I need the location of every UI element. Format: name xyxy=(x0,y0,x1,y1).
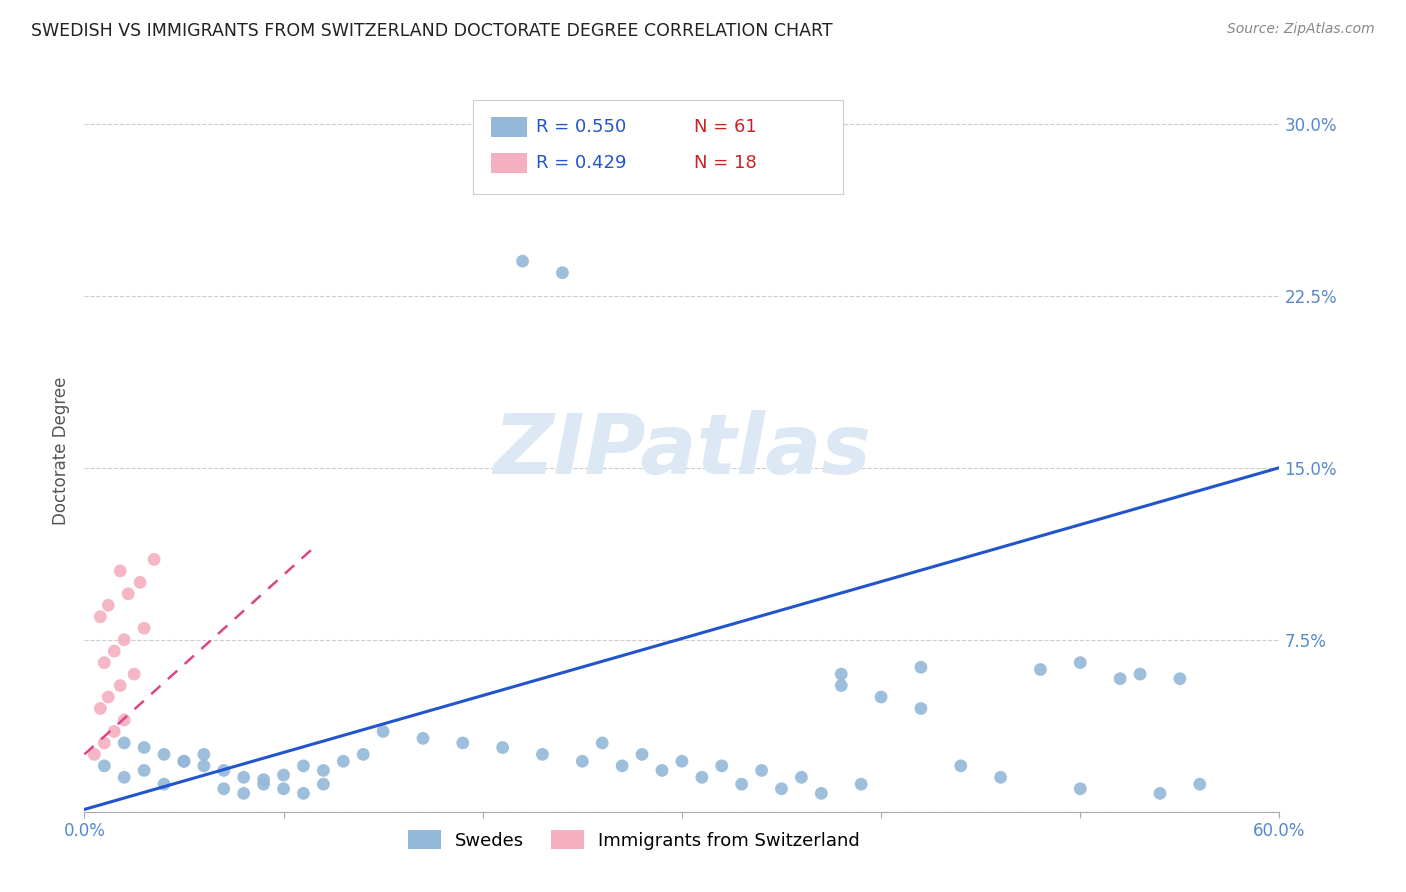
Text: SWEDISH VS IMMIGRANTS FROM SWITZERLAND DOCTORATE DEGREE CORRELATION CHART: SWEDISH VS IMMIGRANTS FROM SWITZERLAND D… xyxy=(31,22,832,40)
Point xyxy=(1188,777,1211,791)
Point xyxy=(571,754,593,768)
Point xyxy=(153,777,176,791)
Point xyxy=(132,621,156,635)
FancyBboxPatch shape xyxy=(491,117,527,136)
Point xyxy=(451,736,474,750)
Point xyxy=(292,759,315,773)
Text: N = 18: N = 18 xyxy=(695,154,756,172)
Point xyxy=(212,764,235,778)
Point xyxy=(312,777,335,791)
Point xyxy=(93,656,115,670)
Y-axis label: Doctorate Degree: Doctorate Degree xyxy=(52,376,70,524)
Point xyxy=(1149,786,1171,800)
Point xyxy=(751,764,773,778)
FancyBboxPatch shape xyxy=(491,153,527,173)
Point xyxy=(830,679,852,693)
Point xyxy=(193,759,215,773)
Point xyxy=(1168,672,1191,686)
Point xyxy=(253,772,276,787)
Point xyxy=(132,764,156,778)
Point xyxy=(273,768,295,782)
Point xyxy=(110,679,132,693)
Point xyxy=(352,747,374,762)
Point xyxy=(631,747,654,762)
Point xyxy=(117,587,139,601)
Point xyxy=(173,754,195,768)
Point xyxy=(153,747,176,762)
Point xyxy=(143,552,166,566)
Point xyxy=(531,747,554,762)
Point xyxy=(232,770,254,784)
Point xyxy=(690,770,713,784)
Point xyxy=(193,747,215,762)
Point xyxy=(910,660,932,674)
Text: ZIPatlas: ZIPatlas xyxy=(494,410,870,491)
Point xyxy=(790,770,813,784)
Point xyxy=(1029,663,1052,677)
Point xyxy=(1069,656,1091,670)
Point xyxy=(810,786,832,800)
Point xyxy=(1069,781,1091,796)
Text: R = 0.550: R = 0.550 xyxy=(536,118,626,136)
Point xyxy=(253,777,276,791)
Point xyxy=(990,770,1012,784)
Point xyxy=(103,724,125,739)
Point xyxy=(93,759,115,773)
Point xyxy=(492,740,515,755)
Point xyxy=(770,781,793,796)
Point xyxy=(97,599,120,613)
Point xyxy=(412,731,434,746)
Point xyxy=(112,713,135,727)
Point xyxy=(292,786,315,800)
Point xyxy=(112,736,135,750)
Point xyxy=(731,777,754,791)
Point xyxy=(129,575,152,590)
Point xyxy=(89,609,111,624)
Point xyxy=(312,764,335,778)
Point xyxy=(1129,667,1152,681)
Point xyxy=(373,724,395,739)
Point xyxy=(122,667,145,681)
Point xyxy=(512,254,534,268)
Text: Source: ZipAtlas.com: Source: ZipAtlas.com xyxy=(1227,22,1375,37)
Point xyxy=(949,759,972,773)
Point xyxy=(212,781,235,796)
Point xyxy=(612,759,634,773)
Point xyxy=(851,777,873,791)
Text: R = 0.429: R = 0.429 xyxy=(536,154,627,172)
Point xyxy=(830,667,852,681)
Point xyxy=(93,736,115,750)
Point xyxy=(97,690,120,704)
Text: N = 61: N = 61 xyxy=(695,118,756,136)
Point xyxy=(591,736,613,750)
Point xyxy=(551,266,574,280)
Legend: Swedes, Immigrants from Switzerland: Swedes, Immigrants from Switzerland xyxy=(401,823,868,857)
Point xyxy=(651,764,673,778)
Point xyxy=(110,564,132,578)
Point xyxy=(332,754,354,768)
Point xyxy=(173,754,195,768)
Point xyxy=(870,690,893,704)
Point xyxy=(273,781,295,796)
Point xyxy=(83,747,105,762)
Point xyxy=(89,701,111,715)
Point xyxy=(103,644,125,658)
FancyBboxPatch shape xyxy=(472,100,844,194)
Point xyxy=(112,632,135,647)
Point xyxy=(671,754,693,768)
Point xyxy=(910,701,932,715)
Point xyxy=(112,770,135,784)
Point xyxy=(132,740,156,755)
Point xyxy=(1109,672,1132,686)
Point xyxy=(232,786,254,800)
Point xyxy=(710,759,733,773)
